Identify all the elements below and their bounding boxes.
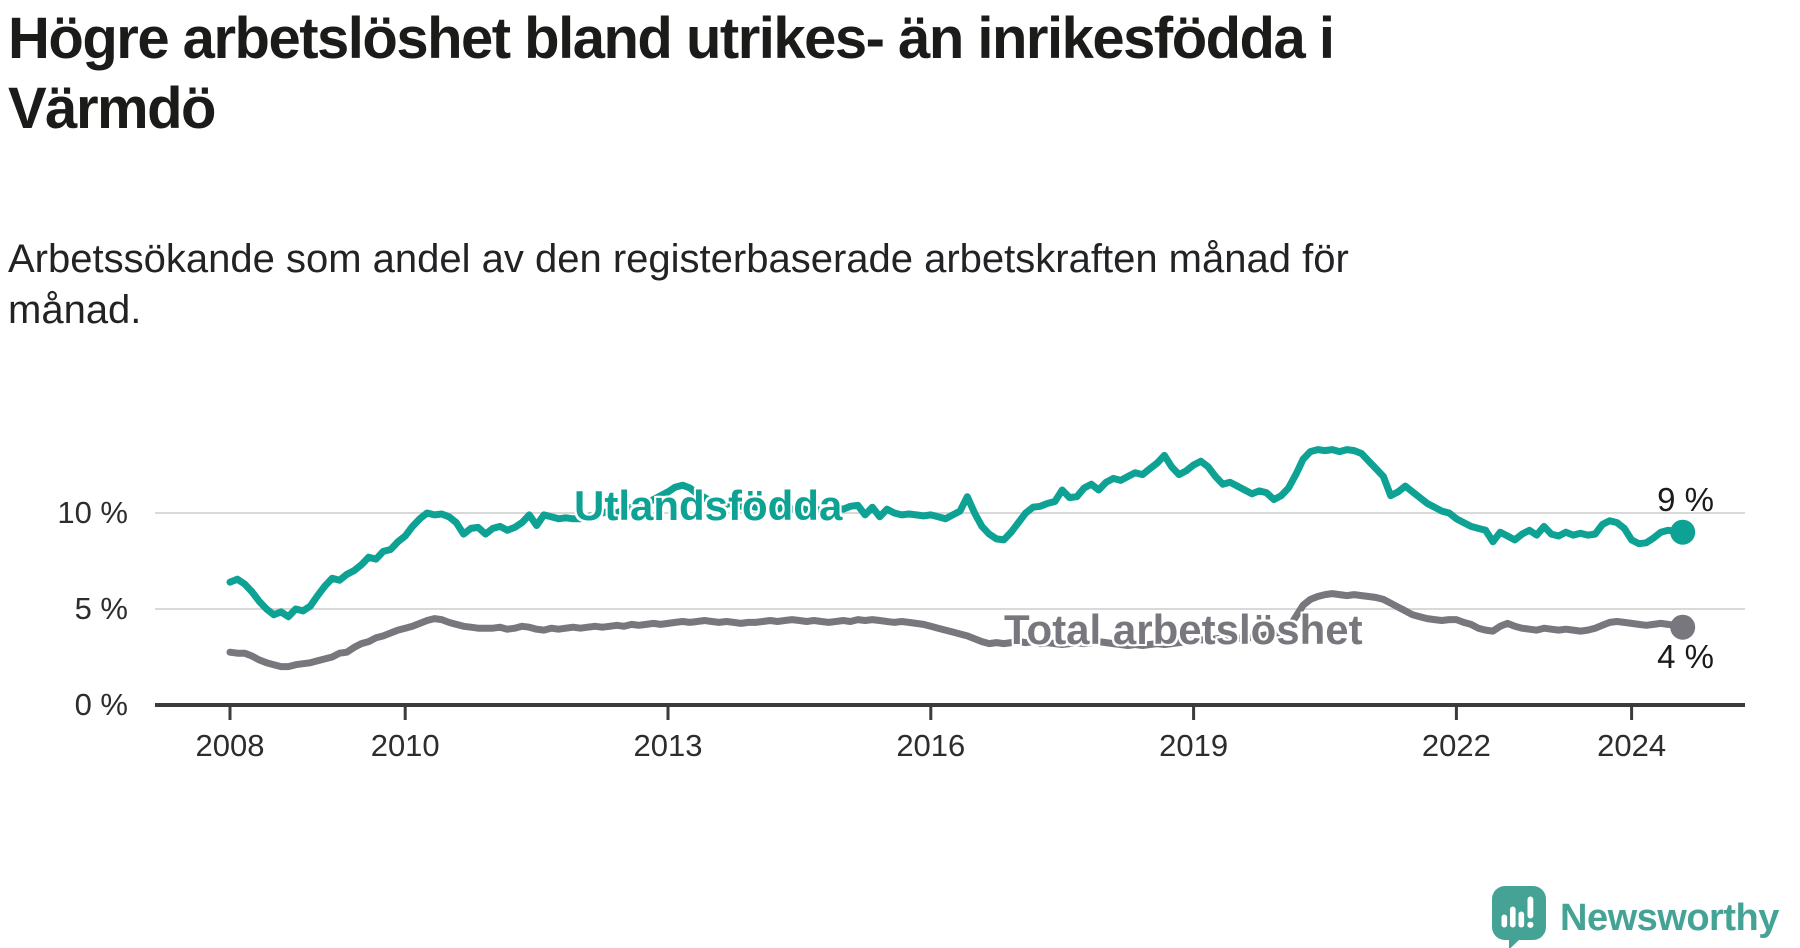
x-tick-label: 2016 — [896, 728, 966, 763]
page-title-line-2: Värmdö — [8, 75, 216, 141]
x-tick-label: 2022 — [1421, 728, 1491, 763]
x-tick-label: 2024 — [1597, 728, 1667, 763]
newsworthy-logo: Newsworthy — [1492, 886, 1779, 948]
y-tick-label: 10 % — [57, 495, 128, 530]
end-value-label-utlandsfodda: 9 % — [1657, 481, 1714, 518]
x-tick-label: 2019 — [1159, 728, 1229, 763]
page-subtitle-line-1: Arbetssökande som andel av den registerb… — [8, 237, 1349, 281]
y-tick-label: 5 % — [74, 591, 128, 626]
page-subtitle-line-2: månad. — [8, 287, 142, 332]
page-subtitle: Arbetssökande som andel av den registerb… — [8, 234, 1349, 336]
series-end-dot-1 — [1670, 614, 1696, 640]
logo-bar-chart-glyph — [1501, 896, 1534, 928]
series-line-0 — [226, 446, 1687, 621]
newsworthy-logo-icon — [1492, 886, 1546, 948]
page-title: Högre arbetslöshet bland utrikes- än inr… — [8, 4, 1335, 143]
x-tick-label: 2010 — [370, 728, 440, 763]
x-tick-label: 2013 — [633, 728, 703, 763]
series-line-1 — [226, 590, 1687, 671]
newsworthy-wordmark: Newsworthy — [1560, 896, 1779, 939]
page-title-line-1: Högre arbetslöshet bland utrikes- än inr… — [8, 6, 1335, 71]
x-tick-label: 2008 — [195, 728, 265, 763]
series-lines-group — [226, 446, 1696, 671]
end-value-label-total-arbetsloshet: 4 % — [1657, 638, 1714, 675]
series-end-dot-0 — [1670, 519, 1696, 545]
series-label-utlandsfodda: Utlandsfödda — [574, 482, 843, 529]
axis-ticks-group — [228, 705, 1634, 720]
y-tick-label: 0 % — [74, 687, 128, 722]
series-label-total-arbetsloshet: Total arbetslöshet — [1004, 606, 1363, 653]
